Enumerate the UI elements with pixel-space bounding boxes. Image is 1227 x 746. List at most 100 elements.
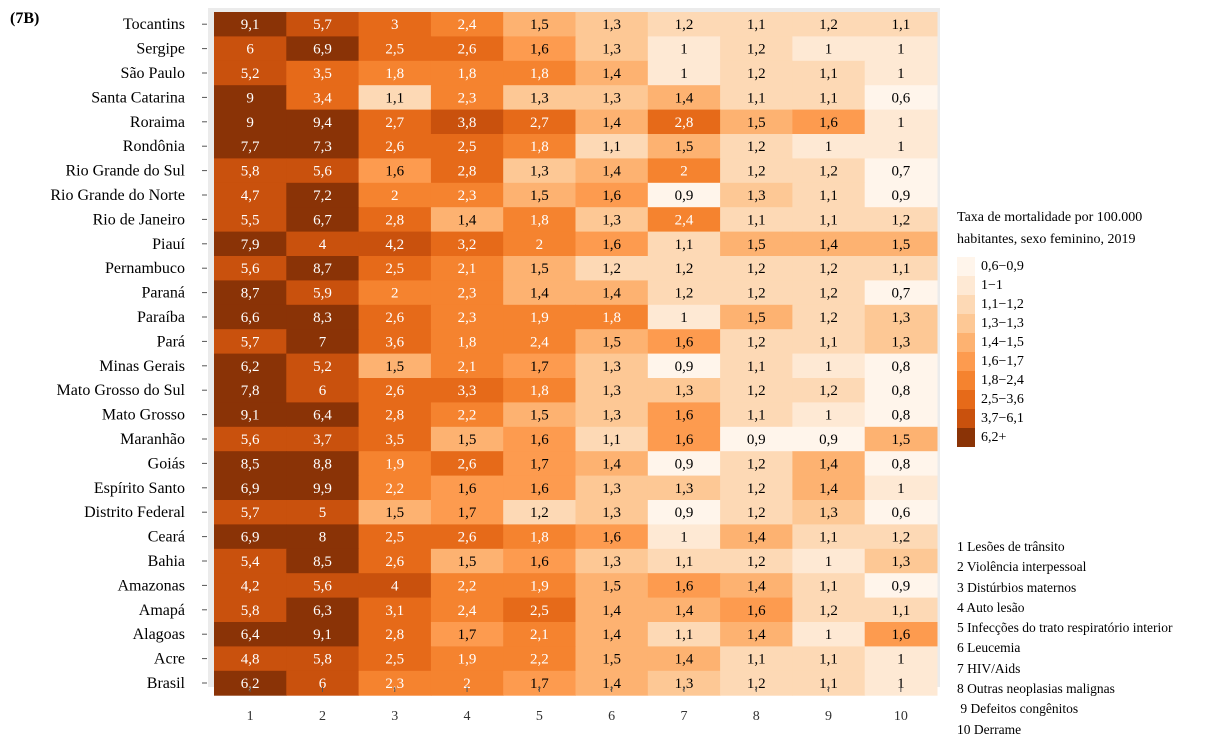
heatmap-cell (647, 646, 721, 672)
cell-value-label: 1,7 (458, 627, 477, 643)
y-tick-label: São Paulo (121, 65, 185, 82)
cell-value-label: 1,3 (747, 188, 766, 204)
cell-value-label: 1,4 (675, 603, 694, 619)
heatmap-cell (792, 207, 866, 233)
cell-value-label: 0,7 (891, 164, 910, 180)
cell-value-label: 2,8 (675, 115, 694, 131)
cell-value-label: 0,9 (675, 359, 694, 375)
heatmap-cell (720, 207, 793, 233)
heatmap-cell (503, 12, 576, 37)
cell-value-label: 1,3 (675, 481, 694, 497)
y-tick-label: Pernambuco (105, 260, 185, 277)
cell-value-label: 1,3 (530, 90, 549, 106)
heatmap-cell (286, 329, 360, 355)
heatmap-cell (647, 353, 721, 379)
heatmap-cell (792, 182, 866, 208)
x-tick-label: 9 (825, 709, 832, 724)
cell-value-label: 2,3 (458, 310, 477, 326)
y-tick-label: Ceará (148, 529, 185, 546)
heatmap-cell (647, 475, 721, 501)
cell-value-label: 6,4 (241, 627, 260, 643)
heatmap-cell (286, 60, 360, 86)
heatmap-cell (792, 402, 866, 428)
cell-value-label: 2,3 (458, 188, 477, 204)
heatmap-cell (286, 158, 360, 184)
heatmap-cell (286, 182, 360, 208)
heatmap-cell (430, 402, 504, 428)
cell-value-label: 1,6 (602, 188, 621, 204)
heatmap-cell (720, 304, 793, 330)
cell-value-label: 1,5 (602, 652, 621, 668)
heatmap-cell (720, 573, 793, 599)
cell-value-label: 3,1 (385, 603, 404, 619)
cell-value-label: 1,4 (602, 164, 621, 180)
cell-value-label: 1,2 (747, 66, 766, 82)
heatmap-cell (864, 231, 938, 257)
heatmap-cell (503, 573, 576, 599)
legend-item: 1,8−2,4 (957, 371, 1024, 390)
cell-value-label: 1,2 (602, 261, 621, 277)
heatmap-cell (575, 207, 649, 233)
heatmap-cell (503, 548, 576, 574)
cell-value-label: 2,7 (530, 115, 549, 131)
heatmap-cell (286, 451, 360, 477)
cell-value-label: 8 (319, 530, 327, 546)
cell-value-label: 5,5 (241, 212, 260, 228)
cell-value-label: 1,3 (675, 383, 694, 399)
cause-key-item: 8 Outras neoplasias malignas (957, 681, 1115, 697)
cell-value-label: 1,2 (819, 383, 838, 399)
cell-value-label: 1,3 (530, 164, 549, 180)
cell-value-label: 1,1 (675, 554, 694, 570)
cell-value-label: 1,3 (602, 90, 621, 106)
legend-swatch (957, 314, 975, 333)
heatmap-cell (647, 280, 721, 306)
legend-item: 1,1−1,2 (957, 295, 1024, 314)
cell-value-label: 1,6 (602, 530, 621, 546)
heatmap-cell (286, 573, 360, 599)
cell-value-label: 1,4 (602, 603, 621, 619)
x-tick-label: 10 (894, 709, 908, 724)
heatmap-cell (430, 573, 504, 599)
heatmap-cell (430, 548, 504, 574)
heatmap-cell (286, 36, 360, 62)
cell-value-label: 1,9 (458, 652, 477, 668)
heatmap-cell (214, 622, 287, 647)
cell-value-label: 1,3 (602, 359, 621, 375)
y-tick-label: Amapá (139, 602, 185, 619)
heatmap-cell (358, 304, 432, 330)
cell-value-label: 2,1 (458, 261, 477, 277)
heatmap-cell (575, 12, 649, 37)
heatmap-cell (720, 158, 793, 184)
heatmap-cell (430, 207, 504, 233)
heatmap-cell (503, 353, 576, 379)
cell-value-label: 1,6 (675, 578, 694, 594)
y-tick-label: Pará (157, 333, 185, 350)
legend-label: 2,5−3,6 (981, 391, 1024, 407)
heatmap-cell (864, 85, 938, 111)
cell-value-label: 1 (897, 66, 905, 82)
heatmap-cell (720, 134, 793, 159)
heatmap-cell (792, 475, 866, 501)
heatmap-cell (503, 451, 576, 477)
heatmap-cell (864, 12, 938, 37)
heatmap-cell (503, 622, 576, 647)
y-tick-label: Rondônia (123, 138, 185, 155)
cell-value-label: 2,4 (530, 334, 549, 350)
cell-value-label: 2,4 (458, 17, 477, 33)
heatmap-cell (575, 231, 649, 257)
heatmap-cell (430, 182, 504, 208)
heatmap-cell (647, 207, 721, 233)
cell-value-label: 7,9 (241, 237, 260, 253)
cell-value-label: 1,4 (747, 578, 766, 594)
cell-value-label: 6,4 (313, 408, 332, 424)
heatmap-cell (792, 280, 866, 306)
legend-item: 1,6−1,7 (957, 352, 1024, 371)
cell-value-label: 2,5 (458, 139, 477, 155)
y-tick-label: Roraima (130, 114, 185, 131)
cell-value-label: 1,1 (602, 432, 621, 448)
cell-value-label: 6,7 (313, 212, 332, 228)
heatmap-cell (647, 36, 721, 62)
cell-value-label: 6,2 (241, 359, 260, 375)
cell-value-label: 3,5 (385, 432, 404, 448)
heatmap-cell (358, 402, 432, 428)
